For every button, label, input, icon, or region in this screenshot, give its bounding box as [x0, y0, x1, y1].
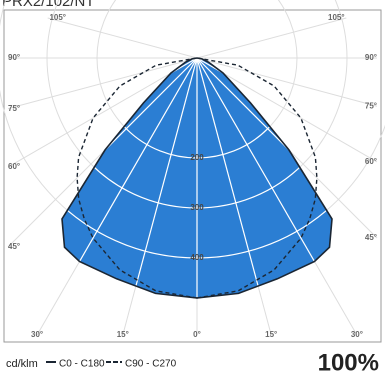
radial-tick-label: 300 — [190, 203, 204, 212]
angle-label: 15° — [117, 330, 129, 339]
legend-label: C0 - C180 — [59, 359, 105, 370]
angle-label: 30° — [31, 330, 43, 339]
angle-label: 15° — [265, 330, 277, 339]
efficiency-label: 100% — [318, 349, 379, 376]
grid-ray — [7, 57, 198, 168]
angle-label: 45° — [8, 242, 20, 251]
intensity-outline — [196, 57, 333, 299]
angle-label: 90° — [8, 53, 20, 62]
legend-label: C90 - C270 — [125, 359, 177, 370]
radial-tick-label: 400 — [190, 253, 204, 262]
grid-ray — [7, 57, 198, 110]
grid-ray — [196, 57, 378, 107]
angle-label: 90° — [365, 53, 377, 62]
angle-label: 60° — [8, 162, 20, 171]
intensity-line — [196, 57, 318, 299]
angle-label: 105° — [328, 13, 345, 22]
angle-label: 30° — [351, 330, 363, 339]
labels: 105° 105° 90° 90° 75° 75° 60° 60° 45° 45° 30° 30° 15… — [8, 13, 377, 339]
intensity-area — [62, 58, 197, 298]
angle-label: 0° — [193, 330, 201, 339]
radial-tick-label: 200 — [190, 153, 204, 162]
grid-ray — [47, 17, 198, 59]
angle-label: 75° — [365, 101, 377, 110]
intensity-outline — [61, 57, 198, 299]
angle-label: 105° — [49, 13, 66, 22]
angle-label: 45° — [365, 233, 377, 242]
chart-title: PRX2/102/NT — [2, 0, 95, 10]
intensity-line — [76, 57, 198, 299]
grid-ray — [196, 57, 378, 163]
outlines — [61, 57, 333, 299]
intensity-area — [197, 58, 332, 298]
grid-ray — [196, 17, 347, 59]
shapes — [62, 58, 332, 298]
angle-label: 60° — [365, 157, 377, 166]
unit-label: cd/klm — [6, 358, 38, 370]
angle-label: 75° — [8, 104, 20, 113]
